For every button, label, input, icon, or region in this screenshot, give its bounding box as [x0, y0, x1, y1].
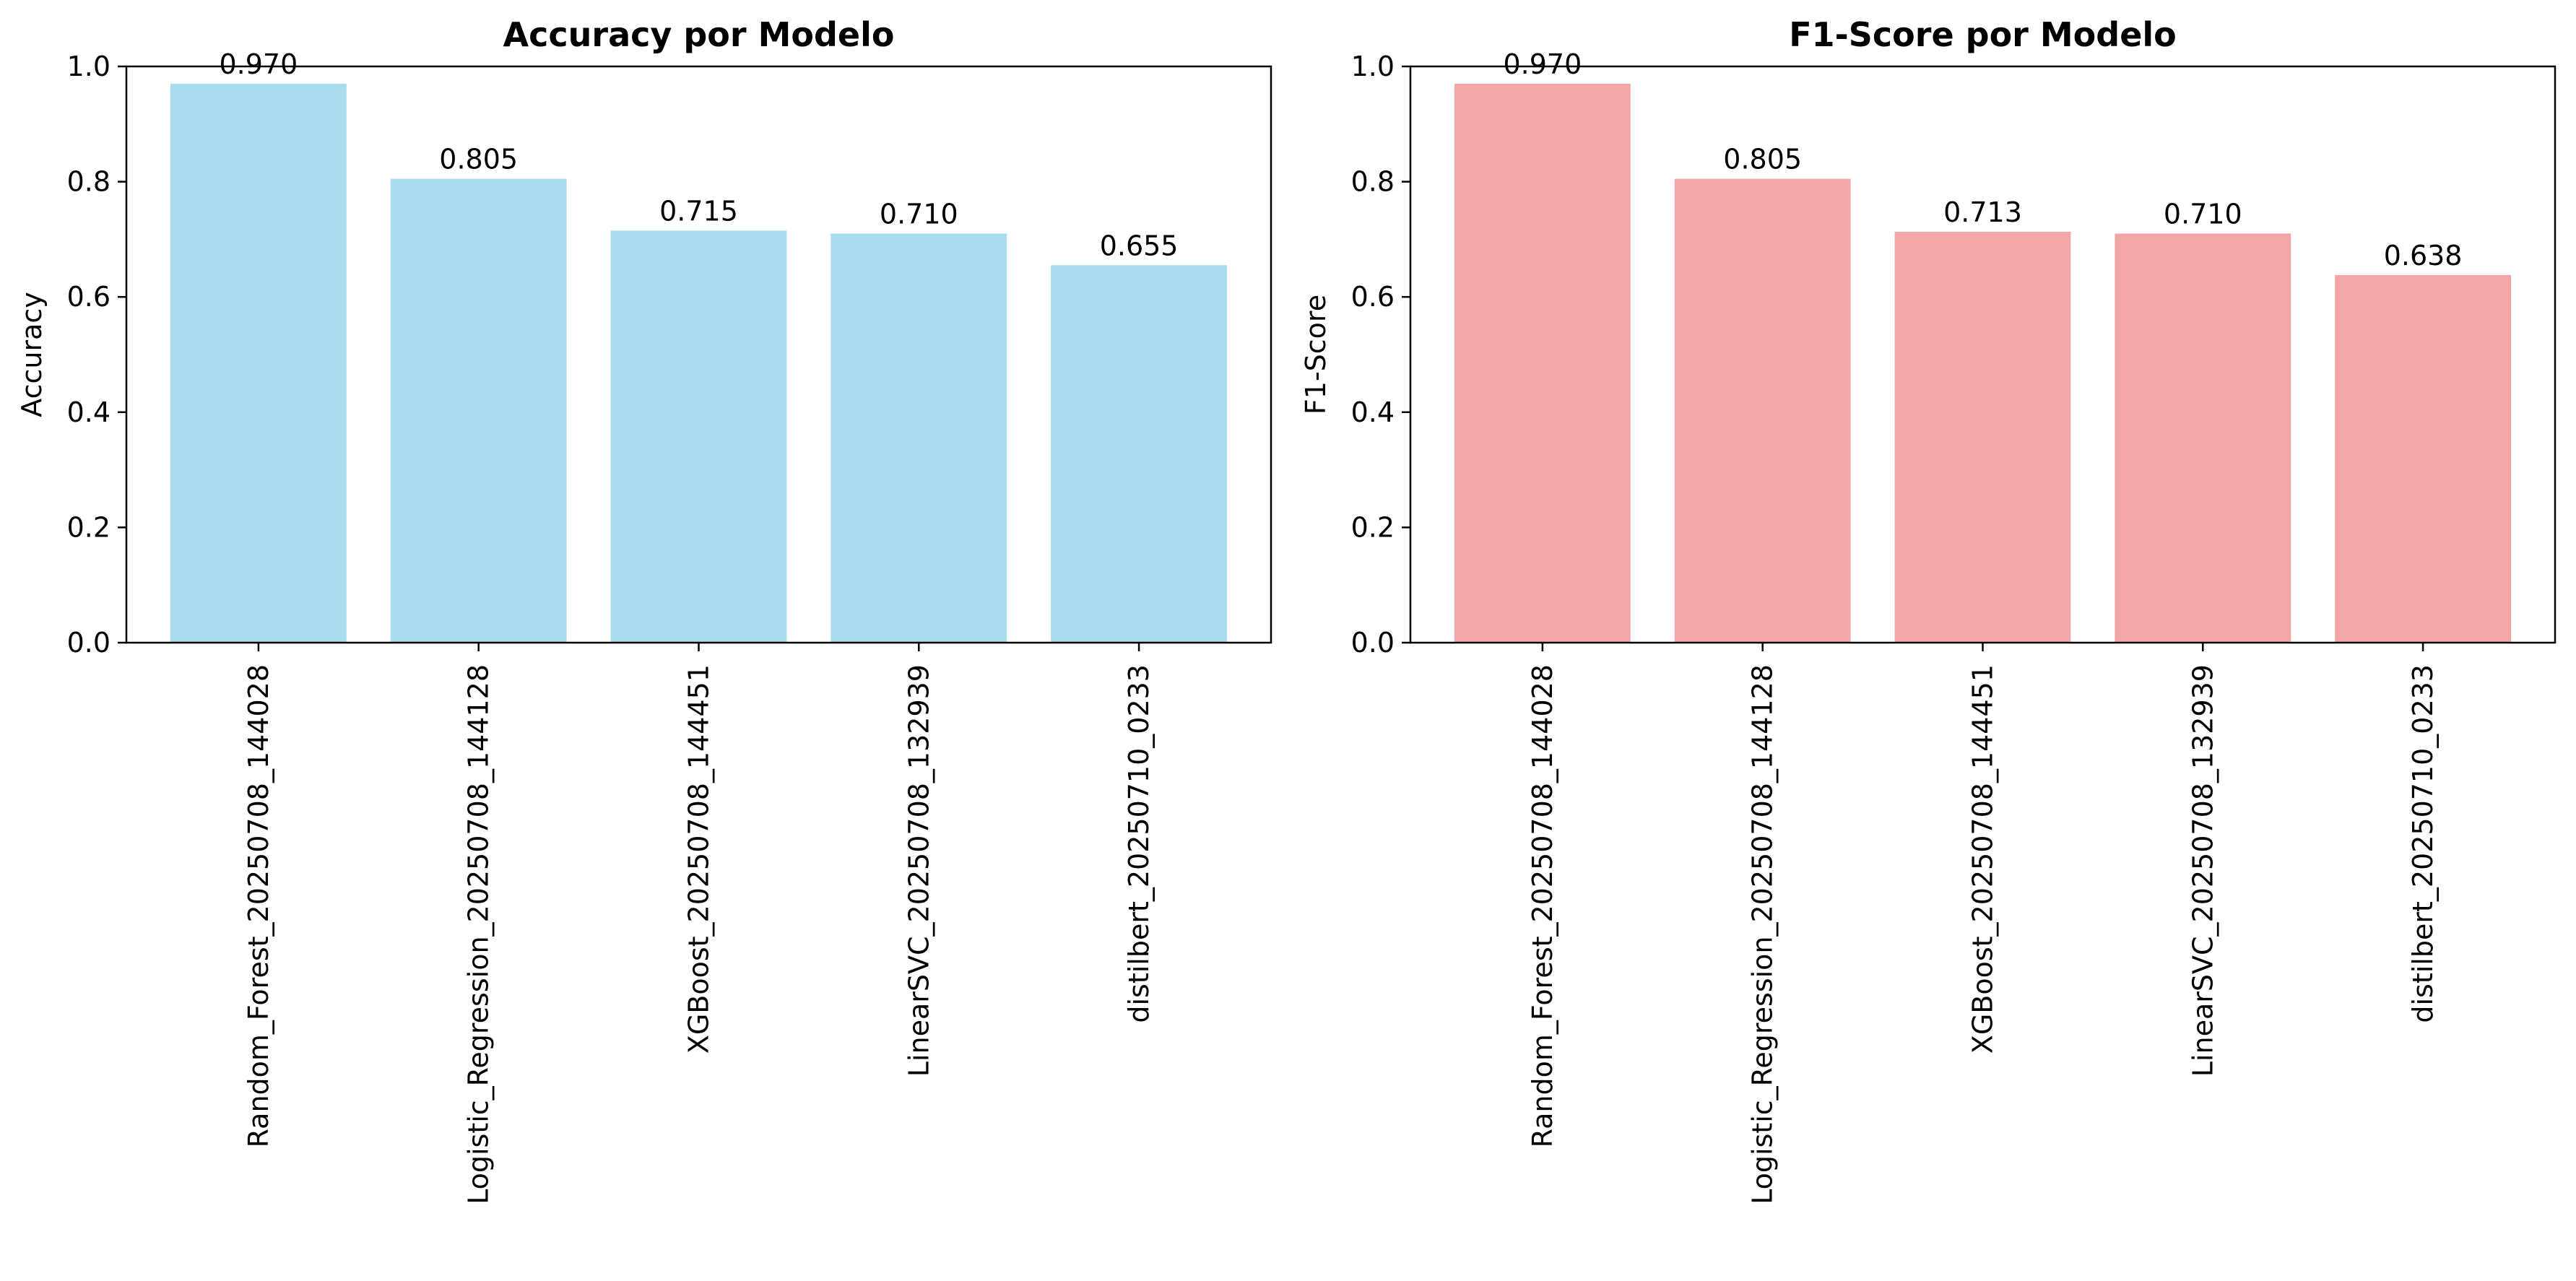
bar-5: [1051, 265, 1227, 643]
x-tick-label: distilbert_20250710_0233: [1123, 664, 1155, 1023]
y-tick-label: 0.4: [1351, 396, 1395, 428]
bar-1: [170, 84, 347, 643]
y-tick-label: 1.0: [67, 51, 110, 82]
chart-title: F1-Score por Modelo: [1789, 15, 2177, 54]
y-tick-label: 0.4: [67, 396, 110, 428]
bar-value-label: 0.715: [659, 195, 738, 227]
y-axis-label: F1-Score: [1300, 295, 1332, 414]
chart-title: Accuracy por Modelo: [503, 15, 895, 54]
chart-panel-2: 0.970 Random_Forest_20250708_144028 0.805 L…: [1300, 15, 2555, 1204]
y-tick-label: 0.0: [1351, 627, 1395, 659]
bar-1: [1454, 84, 1631, 643]
bar-value-label: 0.710: [880, 198, 958, 230]
bar-3: [611, 230, 787, 643]
bar-5: [2335, 275, 2511, 643]
x-tick-label: LinearSVC_20250708_132939: [903, 664, 934, 1077]
x-tick-label: Random_Forest_20250708_144028: [243, 664, 274, 1147]
bar-value-label: 0.638: [2384, 240, 2463, 272]
y-tick-label: 0.6: [67, 281, 110, 313]
y-tick-label: 1.0: [1351, 51, 1395, 82]
bar-4: [831, 233, 1007, 643]
bar-value-label: 0.655: [1100, 230, 1179, 261]
bar-value-label: 0.805: [1723, 144, 1802, 175]
bar-value-label: 0.970: [1504, 48, 1582, 80]
y-tick-label: 0.8: [67, 166, 110, 198]
bar-value-label: 0.710: [2164, 198, 2242, 230]
y-tick-label: 0.2: [67, 511, 110, 543]
x-tick-label: Random_Forest_20250708_144028: [1527, 664, 1558, 1147]
bar-3: [1895, 232, 2071, 643]
y-axis-label: Accuracy: [16, 292, 48, 417]
x-tick-label: Logistic_Regression_20250708_144128: [463, 664, 495, 1204]
y-tick-label: 0.2: [1351, 511, 1395, 543]
x-tick-label: XGBoost_20250708_144451: [683, 664, 715, 1054]
x-tick-label: Logistic_Regression_20250708_144128: [1747, 664, 1779, 1204]
chart-panel-1: 0.970 Random_Forest_20250708_144028 0.805 L…: [16, 15, 1271, 1204]
bar-value-label: 0.805: [439, 144, 518, 175]
y-tick-label: 0.0: [67, 627, 110, 659]
bar-value-label: 0.713: [1943, 196, 2022, 228]
x-tick-label: XGBoost_20250708_144451: [1967, 664, 1999, 1054]
bar-value-label: 0.970: [220, 48, 298, 80]
bar-2: [391, 179, 567, 643]
bar-4: [2115, 233, 2291, 643]
bar-2: [1675, 179, 1851, 643]
y-tick-label: 0.6: [1351, 281, 1395, 313]
y-tick-label: 0.8: [1351, 166, 1395, 198]
x-tick-label: distilbert_20250710_0233: [2407, 664, 2439, 1023]
x-tick-label: LinearSVC_20250708_132939: [2187, 664, 2219, 1077]
